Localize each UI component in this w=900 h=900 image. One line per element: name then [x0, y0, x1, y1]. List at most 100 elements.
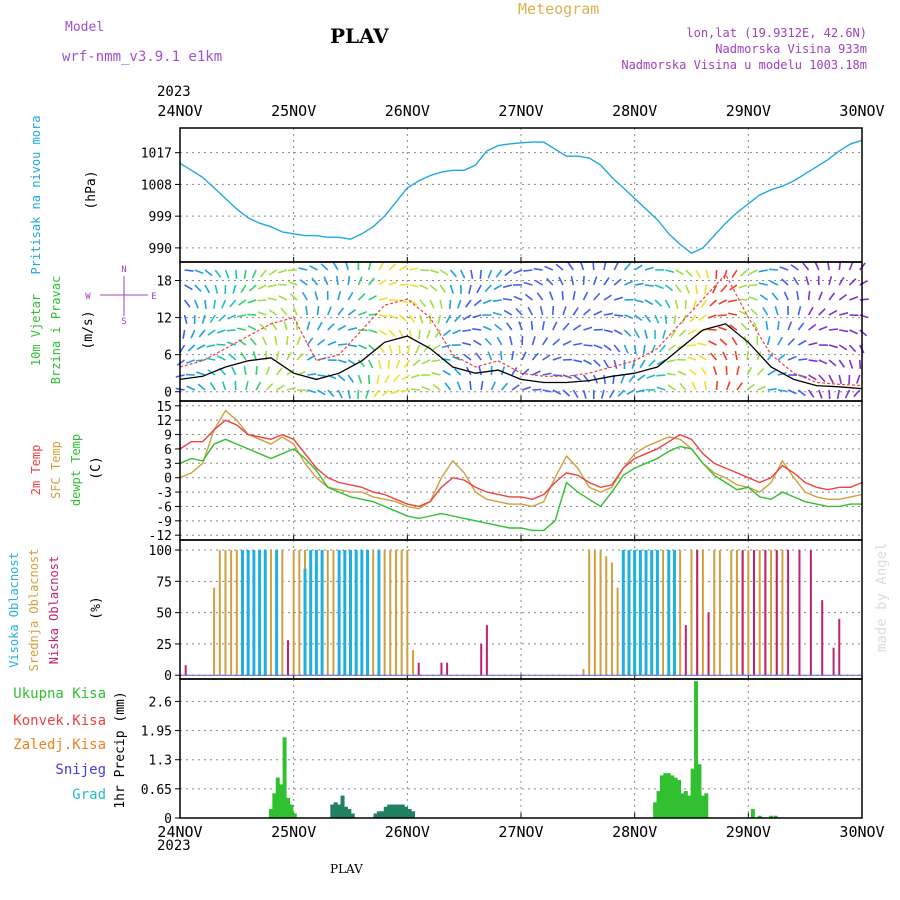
wind-barb	[228, 353, 237, 361]
wind-barb	[276, 384, 285, 391]
compass-north: N	[121, 265, 126, 275]
wind-barb	[306, 354, 316, 361]
wind-barb	[437, 314, 442, 324]
wind-barb	[533, 267, 543, 271]
wind-barb	[388, 281, 398, 286]
panel-frame	[179, 678, 863, 819]
wind-barb	[818, 374, 826, 383]
wind-barb	[807, 389, 815, 398]
precip-bar	[690, 768, 695, 818]
wind-barb	[644, 284, 654, 287]
wind-barb	[421, 359, 431, 365]
wind-barb	[523, 281, 533, 286]
wind-barb	[316, 305, 320, 316]
wind-barb	[738, 298, 748, 301]
wind-barb	[727, 312, 738, 316]
high-cloud-axis-title: Visoka Oblacnost	[7, 552, 21, 668]
wind-barb	[278, 295, 288, 301]
wind-barb	[790, 264, 799, 271]
wind-barb	[429, 269, 439, 274]
wind-barb	[298, 267, 308, 271]
wind-barb	[771, 292, 779, 301]
precip-bar	[376, 811, 381, 818]
wind-barb	[409, 267, 419, 271]
wind-barb	[695, 284, 698, 295]
wind-barb	[408, 314, 416, 323]
wind-barb	[358, 310, 368, 316]
wind-barb	[431, 372, 441, 376]
wind-barb	[541, 321, 545, 331]
wind-barb	[720, 284, 728, 293]
wind-barb	[828, 309, 838, 316]
dewpt-temp-line	[179, 438, 862, 532]
wind-barb	[634, 314, 643, 322]
wind-barb	[307, 389, 317, 394]
wind-barb	[245, 381, 249, 391]
wind-barb	[348, 327, 358, 331]
credit-watermark: made by Angel	[874, 542, 890, 652]
wind-barb	[633, 344, 637, 355]
wind-barb	[206, 344, 216, 348]
wind-barb	[710, 352, 718, 361]
wind-barb	[562, 306, 567, 316]
wind-barb	[243, 365, 247, 376]
wind-barb	[666, 372, 676, 376]
wind-barb	[357, 389, 360, 400]
precip-bar	[757, 815, 762, 818]
wind-barb	[670, 329, 677, 339]
wind-barb	[644, 266, 654, 271]
wind-barb	[226, 329, 236, 332]
wind-barb	[792, 276, 800, 286]
wind-barb	[654, 284, 664, 290]
wind-barb	[769, 280, 779, 286]
precip-bar	[380, 811, 385, 818]
wind-barb	[320, 263, 329, 271]
wind-barb	[247, 325, 257, 331]
wind-barb	[844, 389, 851, 399]
wind-barb	[521, 368, 530, 376]
pressure-line	[179, 139, 863, 255]
wind-barb	[441, 344, 451, 349]
wind-barb	[623, 344, 629, 354]
wind-barb	[613, 261, 619, 271]
wind-barb	[511, 384, 520, 391]
wind-barb	[316, 321, 323, 331]
y-tick-label: 75	[156, 575, 172, 590]
wind-barb	[552, 338, 561, 346]
wind-barb	[278, 269, 288, 274]
wind-barb	[567, 262, 574, 271]
wind-barb	[392, 374, 400, 383]
wind-barb	[687, 356, 697, 361]
wind-barb	[687, 329, 697, 335]
precip-bar	[333, 802, 338, 818]
wind-barb	[703, 381, 708, 391]
wind-barb	[685, 269, 693, 277]
wind-barb	[524, 293, 533, 301]
wind-barb	[534, 279, 544, 286]
wind-barb	[828, 374, 834, 384]
wind-barb	[705, 269, 710, 279]
wind-barb	[748, 284, 758, 287]
wind-barb	[314, 291, 319, 301]
wind-barb	[848, 261, 854, 271]
wind-barb	[243, 269, 247, 280]
wind-barb	[337, 359, 347, 364]
wind-barb	[756, 351, 762, 361]
wind-barb	[603, 277, 610, 286]
wind-barb	[419, 314, 424, 324]
wind-barb	[579, 261, 585, 271]
wind-barb	[656, 374, 666, 377]
wind-barb	[442, 369, 451, 376]
precip-legend-item: Grad	[72, 787, 106, 803]
wind-barb	[839, 312, 849, 316]
x-tick-label-bottom: 29NOV	[726, 823, 771, 841]
wind-barb	[767, 388, 777, 391]
wind-barb	[848, 344, 857, 353]
wind-barb	[848, 374, 851, 385]
wind-barb	[725, 381, 731, 391]
wind-barb	[473, 299, 482, 307]
wind-barb	[644, 314, 652, 323]
wind-barb	[562, 389, 571, 397]
wind-barb	[247, 299, 257, 304]
